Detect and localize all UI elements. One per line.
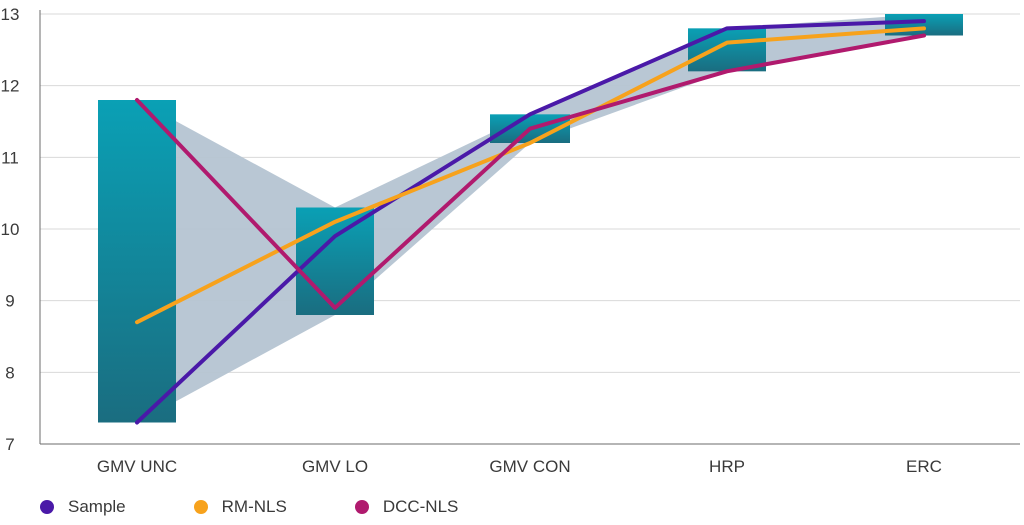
legend-label-dcc-nls: DCC-NLS [382, 497, 459, 516]
legend-swatch-rm-nls [193, 500, 208, 514]
range-box-3 [688, 28, 766, 72]
y-tick-label-12: 12 [1, 77, 20, 96]
range-band [137, 14, 924, 423]
legend-item-dcc-nls[interactable]: DCC-NLS [354, 497, 459, 517]
chart: 7 8 9 10 11 12 13 GMV UNC GMV LO GMV CON HRP ERC [1, 5, 1020, 476]
legend-label-rm-nls: RM-NLS [221, 497, 287, 516]
y-tick-label-9: 9 [5, 292, 14, 311]
y-tick-label-10: 10 [1, 220, 20, 239]
y-tick-label-13: 13 [1, 5, 20, 24]
legend-swatch-sample [40, 500, 54, 514]
x-tick-label-0: GMV UNC [97, 457, 177, 476]
y-tick-label-8: 8 [5, 363, 14, 382]
series-line-1 [135, 26, 926, 325]
axes: 7 8 9 10 11 12 13 GMV UNC GMV LO GMV CON HRP ERC [1, 5, 1020, 476]
legend-swatch-dcc-nls [354, 500, 369, 514]
x-tick-label-4: ERC [906, 457, 942, 476]
y-tick-label-7: 7 [5, 435, 14, 454]
legend-item-sample[interactable]: Sample [40, 497, 126, 517]
range-box-0 [98, 100, 176, 423]
x-tick-label-2: GMV CON [489, 457, 570, 476]
x-tick-label-3: HRP [709, 457, 745, 476]
legend-label-sample: Sample [68, 497, 126, 516]
series-line-0 [135, 19, 926, 425]
y-tick-label-11: 11 [1, 148, 19, 167]
legend: Sample RM-NLS DCC-NLS [40, 497, 526, 517]
range-band-area [137, 14, 924, 423]
series-line-2 [135, 33, 926, 310]
series-lines [135, 19, 926, 425]
x-tick-label-1: GMV LO [302, 457, 368, 476]
legend-item-rm-nls[interactable]: RM-NLS [193, 497, 287, 517]
